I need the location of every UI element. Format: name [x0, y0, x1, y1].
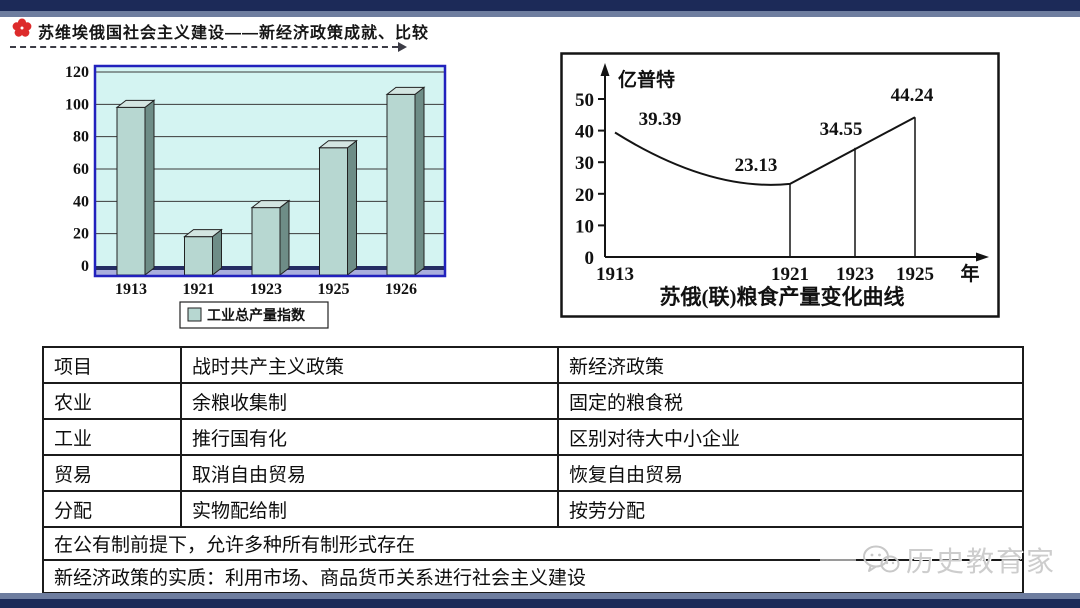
table-cell: 余粮收集制 — [180, 382, 559, 420]
bar-x-tick-label: 1923 — [250, 281, 282, 298]
table-cell: 恢复自由贸易 — [557, 454, 1024, 492]
table-row: 在公有制前提下，允许多种所有制形式存在 — [42, 526, 1024, 561]
table-header-cell: 项目 — [42, 346, 182, 384]
top-navy-bar — [0, 0, 1080, 11]
x-axis-arrow — [976, 252, 989, 262]
table-header-cell: 战时共产主义政策 — [180, 346, 559, 384]
bar-side-1921 — [212, 228, 222, 277]
line-x-tick-label: 1925 — [896, 264, 934, 285]
line-x-tick-label: 1923 — [836, 264, 874, 285]
table-span-cell: 在公有制前提下，允许多种所有制形式存在 — [42, 526, 1024, 561]
line-y-tick-label: 0 — [585, 248, 595, 269]
bottom-stripe — [0, 593, 1080, 599]
flower-icon — [12, 18, 32, 37]
table-row: 项目 战时共产主义政策 新经济政策 — [42, 346, 1024, 384]
table-cell: 贸易 — [42, 454, 182, 492]
bar-1923 — [251, 207, 281, 276]
bar-y-tick-label: 120 — [65, 64, 89, 81]
watermark: 历史教育家 — [819, 540, 1056, 580]
bar-y-tick-label: 80 — [73, 129, 89, 146]
y-axis-arrow — [600, 63, 610, 76]
line-y-tick-label: 50 — [575, 90, 594, 111]
point-label-1921: 23.13 — [735, 155, 778, 176]
bar-top-1926 — [385, 86, 426, 95]
bar-1913 — [116, 106, 146, 276]
page-title: 苏维埃俄国社会主义建设——新经济政策成就、比较 — [38, 25, 430, 42]
bar-chart-canvas: 0 20 40 60 80 100 120 1913 1921 1923 1925 1926 工业总产量… — [65, 64, 447, 329]
bar-1925 — [319, 147, 348, 276]
point-label-1925: 44.24 — [891, 85, 934, 106]
point-label-1923: 34.55 — [820, 119, 863, 140]
dashed-arrow-line — [10, 42, 407, 52]
bar-y-tick-label: 40 — [73, 193, 89, 210]
table-row: 新经济政策的实质：利用市场、商品货币关系进行社会主义建设 — [42, 559, 1024, 594]
bar-x-tick-label: 1925 — [318, 281, 350, 298]
table-cell: 区别对待大中小企业 — [557, 418, 1024, 456]
table-row: 工业 推行国有化 区别对待大中小企业 — [42, 418, 1024, 456]
line-y-tick-label: 30 — [575, 153, 594, 174]
table-cell: 推行国有化 — [180, 418, 559, 456]
y-axis-title: 亿普特 — [618, 68, 675, 91]
table-cell: 农业 — [42, 382, 182, 420]
top-stripe — [0, 11, 1080, 17]
point-label-1913: 39.39 — [639, 109, 682, 130]
table-row: 农业 余粮收集制 固定的粮食税 — [42, 382, 1024, 420]
bar-y-tick-label: 0 — [81, 258, 89, 275]
table-header-cell: 新经济政策 — [557, 346, 1024, 384]
bar-x-tick-label: 1921 — [183, 281, 215, 298]
legend-swatch — [187, 307, 202, 322]
line-chart-canvas: 亿普特 0 10 20 30 40 50 39.39 23.13 34.55 44.24 1913 19… — [560, 52, 1000, 318]
bar-side-1925 — [347, 139, 357, 277]
bar-plot-frame — [93, 64, 447, 278]
line-chart-title: 苏俄(联)粮食产量变化曲线 — [660, 285, 905, 309]
line-x-tick-label: 1921 — [771, 264, 809, 285]
bar-top-1923 — [250, 200, 291, 209]
table-row: 贸易 取消自由贸易 恢复自由贸易 — [42, 454, 1024, 492]
bar-1921 — [184, 236, 213, 276]
bar-side-1923 — [279, 199, 290, 277]
line-x-tick-label: 1913 — [596, 264, 634, 285]
bar-top-1921 — [183, 229, 223, 238]
legend-box — [179, 301, 329, 329]
bar-side-1913 — [144, 99, 155, 277]
table-cell: 固定的粮食税 — [557, 382, 1024, 420]
industrial-output-bar-chart: 0 20 40 60 80 100 120 1913 1921 1923 1925 1926 工业总产量… — [55, 56, 475, 336]
watermark-line — [819, 559, 856, 561]
bar-y-tick-label: 100 — [65, 96, 89, 113]
table-cell: 分配 — [42, 490, 182, 528]
table-cell: 取消自由贸易 — [180, 454, 559, 492]
line-y-tick-label: 40 — [575, 122, 594, 143]
legend-label: 工业总产量指数 — [207, 307, 306, 324]
line-y-tick-label: 10 — [575, 216, 594, 237]
bar-x-tick-label: 1926 — [385, 281, 417, 298]
bar-side-1926 — [414, 86, 425, 277]
policy-comparison-table: 项目 战时共产主义政策 新经济政策 农业 余粮收集制 固定的粮食税 工业 推行国有化 区别对待大… — [42, 346, 1024, 594]
bottom-navy-bar — [0, 599, 1080, 608]
grain-output-line-chart: 亿普特 0 10 20 30 40 50 39.39 23.13 34.55 44.24 1913 19… — [560, 52, 1000, 318]
x-axis-unit: 年 — [960, 262, 979, 285]
bar-y-tick-label: 60 — [73, 161, 89, 178]
bar-1926 — [386, 93, 416, 276]
table-span-cell: 新经济政策的实质：利用市场、商品货币关系进行社会主义建设 — [42, 559, 1024, 594]
table-cell: 按劳分配 — [557, 490, 1024, 528]
table-cell: 实物配给制 — [180, 490, 559, 528]
bar-top-1925 — [318, 140, 358, 149]
watermark-text: 历史教育家 — [905, 547, 1056, 578]
bar-top-1913 — [115, 99, 156, 108]
table-cell: 工业 — [42, 418, 182, 456]
bar-y-tick-label: 20 — [73, 226, 89, 243]
line-y-tick-label: 20 — [575, 185, 594, 206]
table-row: 分配 实物配给制 按劳分配 — [42, 490, 1024, 528]
wechat-icon — [862, 545, 900, 573]
bar-x-tick-label: 1913 — [115, 281, 147, 298]
